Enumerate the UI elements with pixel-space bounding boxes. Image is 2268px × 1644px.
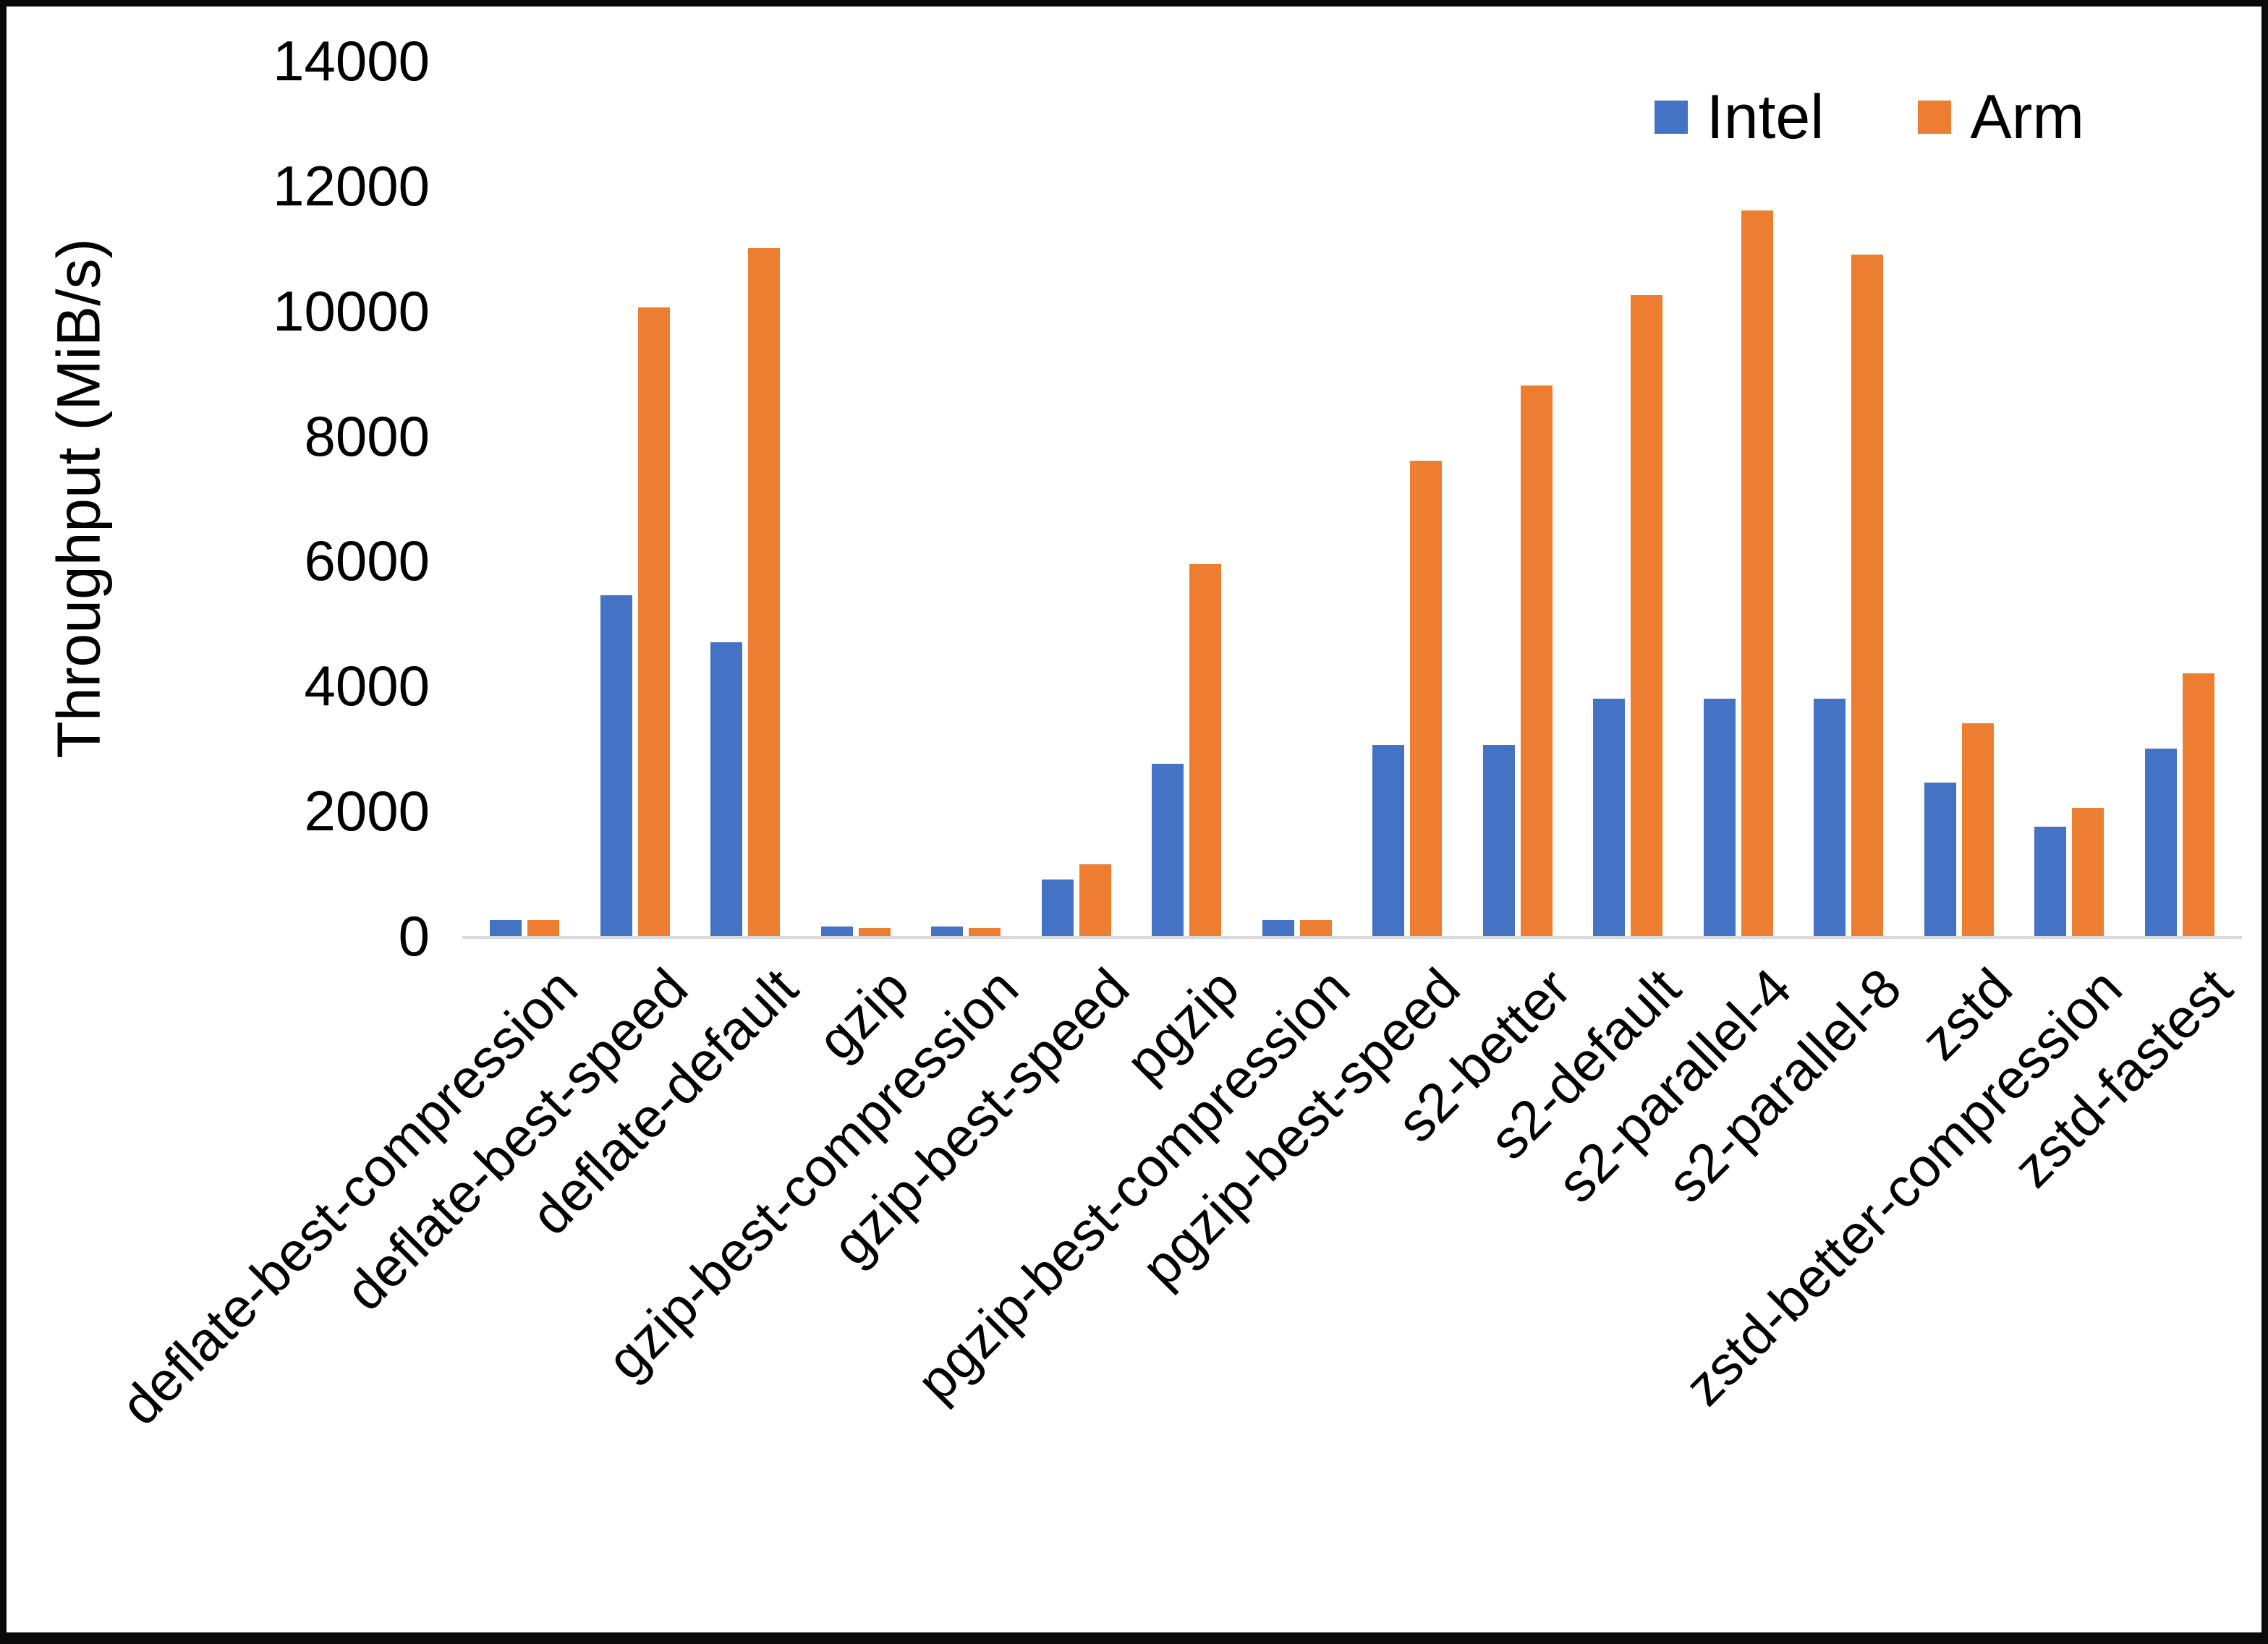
legend-item-intel: Intel (1654, 82, 1825, 152)
bar-intel-gzip-best-compression (931, 927, 963, 936)
x-category-label: deflate-best-compression (109, 957, 590, 1437)
x-axis-line (462, 936, 2242, 939)
y-tick-label: 10000 (273, 278, 430, 343)
bar-arm-zstd-fastest (2183, 673, 2214, 936)
bar-intel-deflate-best-speed (600, 595, 632, 936)
bar-arm-pgzip-best-speed (1410, 461, 1442, 936)
bar-arm-deflate-best-speed (638, 307, 670, 936)
y-tick-label: 0 (398, 904, 430, 968)
arm-series-swatch (1918, 101, 1952, 134)
bar-intel-pgzip (1152, 764, 1184, 936)
bar-arm-s2-better (1521, 386, 1553, 936)
bar-arm-gzip-best-compression (969, 928, 1001, 936)
bar-intel-s2-parallel-4 (1704, 699, 1736, 936)
bar-intel-zstd-fastest (2145, 749, 2177, 936)
bar-intel-s2-default (1593, 699, 1625, 936)
bar-arm-pgzip (1189, 564, 1221, 936)
bar-intel-s2-better (1483, 745, 1515, 936)
bar-arm-zstd (1962, 723, 1994, 936)
legend-label-intel: Intel (1706, 82, 1825, 152)
y-tick-label: 12000 (273, 153, 430, 218)
intel-series-swatch (1654, 101, 1688, 134)
bar-arm-s2-parallel-4 (1741, 210, 1773, 936)
bar-arm-deflate-best-compression (527, 920, 559, 936)
bar-intel-pgzip-best-speed (1372, 745, 1404, 936)
bar-arm-deflate-default (748, 248, 780, 936)
bar-intel-deflate-default (710, 642, 742, 936)
bar-intel-deflate-best-compression (490, 920, 522, 936)
bar-intel-zstd (1924, 783, 1956, 936)
bar-arm-pgzip-best-compression (1300, 920, 1332, 936)
y-tick-label: 2000 (304, 779, 430, 843)
legend-label-arm: Arm (1970, 82, 2084, 152)
y-tick-label: 6000 (304, 529, 430, 593)
legend: Intel Arm (1654, 82, 2084, 152)
y-tick-label: 4000 (304, 654, 430, 718)
bar-intel-gzip (821, 927, 853, 936)
legend-item-arm: Arm (1918, 86, 2084, 148)
bar-arm-zstd-better-compression (2072, 808, 2104, 936)
bar-intel-zstd-better-compression (2034, 827, 2066, 936)
y-tick-label: 14000 (273, 29, 430, 93)
bar-arm-s2-default (1631, 295, 1662, 936)
bar-intel-gzip-best-speed (1042, 880, 1074, 936)
bar-arm-s2-parallel-8 (1851, 255, 1883, 936)
y-tick-label: 8000 (304, 404, 430, 468)
bar-arm-gzip (859, 928, 891, 936)
bar-intel-s2-parallel-8 (1814, 699, 1846, 936)
bar-arm-gzip-best-speed (1079, 864, 1111, 936)
bar-intel-pgzip-best-compression (1262, 920, 1294, 936)
